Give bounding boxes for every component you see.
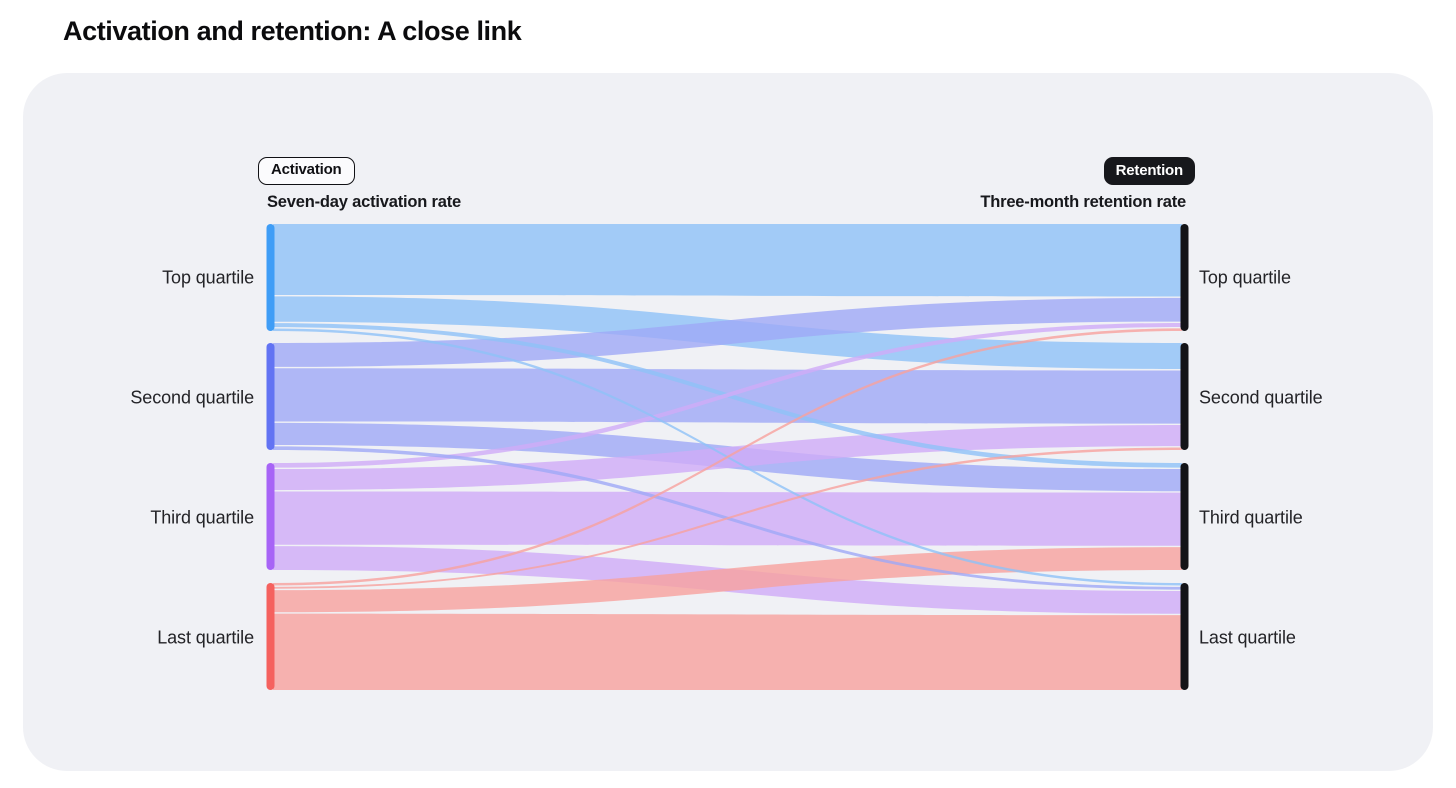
left-axis-label: Seven-day activation rate [267, 193, 461, 211]
right-node-label-second-quartile: Second quartile [1199, 387, 1323, 407]
sankey-left-node-third-quartile [266, 463, 275, 570]
sankey-left-node-second-quartile [266, 343, 275, 450]
right-axis-label: Three-month retention rate [980, 193, 1186, 211]
sankey-right-node-third-quartile [1180, 463, 1189, 570]
activation-badge: Activation [258, 157, 355, 185]
sankey-right-node-top-quartile [1180, 224, 1189, 331]
retention-badge: Retention [1103, 157, 1195, 185]
right-node-label-last-quartile: Last quartile [1199, 627, 1296, 647]
sankey-flow-third-quartile-to-top-quartile [273, 322, 1182, 468]
left-node-label-third-quartile: Third quartile [150, 507, 254, 527]
sankey-flow-last-quartile-to-second-quartile [273, 447, 1182, 589]
right-node-label-top-quartile: Top quartile [1199, 267, 1291, 287]
sankey-right-node-second-quartile [1180, 343, 1189, 450]
right-node-label-third-quartile: Third quartile [1199, 507, 1303, 527]
sankey-flow-last-quartile-to-top-quartile [273, 328, 1182, 586]
sankey-left-node-top-quartile [266, 224, 275, 331]
left-node-label-top-quartile: Top quartile [162, 267, 254, 287]
sankey-flow-last-quartile-to-third-quartile [273, 547, 1182, 613]
sankey-flow-last-quartile-to-last-quartile [273, 613, 1182, 690]
sankey-flow-top-quartile-to-top-quartile [273, 224, 1182, 297]
sankey-flow-second-quartile-to-top-quartile [273, 297, 1182, 367]
left-node-label-second-quartile: Second quartile [130, 387, 254, 407]
page-title: Activation and retention: A close link [63, 16, 522, 46]
sankey-right-node-last-quartile [1180, 583, 1189, 690]
sankey-left-node-last-quartile [266, 583, 275, 690]
left-node-label-last-quartile: Last quartile [157, 627, 254, 647]
